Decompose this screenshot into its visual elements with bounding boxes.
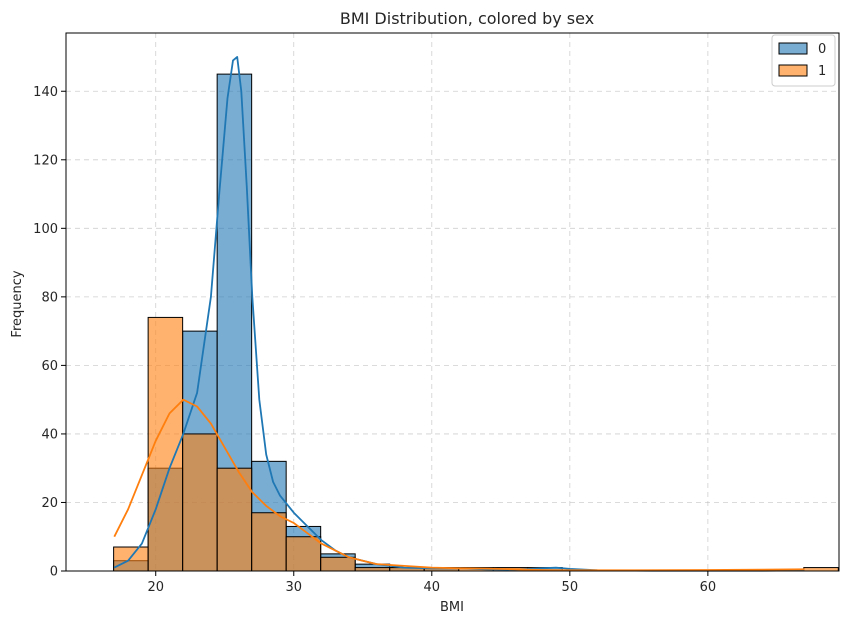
x-tick-label: 50 [562,580,579,595]
bar [354,567,391,572]
x-tick-label: 30 [285,580,302,595]
legend-swatch-1 [778,64,808,77]
x-tick-label: 40 [424,580,441,595]
y-tick-label: 0 [50,565,58,580]
kde-line-series-1 [113,398,805,572]
bar [113,546,149,572]
bar [285,536,322,572]
bar [320,556,356,572]
x-tick-label: 20 [147,580,164,595]
y-tick-label: 120 [33,153,58,168]
bar [147,316,184,572]
bar [803,567,839,572]
x-tick-label: 60 [700,580,717,595]
plot-frame [65,32,840,572]
kde-lines [113,56,805,572]
y-tick-label: 80 [41,290,58,305]
y-tick-label: 60 [41,359,58,374]
chart-title: BMI Distribution, colored by sex [340,9,594,28]
y-axis-title: Frequency [10,270,25,337]
y-tick-label: 40 [41,427,58,442]
legend-label-0: 0 [818,42,826,57]
legend-label-1: 1 [818,64,826,79]
axis-ticks: 20 30 40 50 60 0 20 40 60 80 100 120 140 [33,85,716,595]
y-tick-label: 140 [33,85,58,100]
legend-swatch-0 [778,42,808,55]
y-tick-label: 20 [41,496,58,511]
bar [182,433,218,572]
legend: 0 1 [771,34,836,87]
x-axis-title: BMI [440,600,464,615]
kde-line-series-0 [113,56,805,572]
bar [251,512,287,572]
y-tick-label: 100 [33,222,58,237]
bar [216,467,253,572]
